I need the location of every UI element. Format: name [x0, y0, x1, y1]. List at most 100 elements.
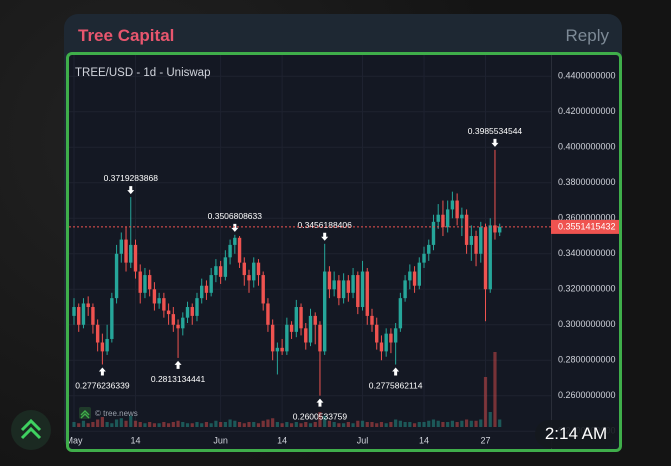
- volume-bar: [100, 417, 104, 427]
- volume-bar: [256, 423, 261, 427]
- volume-bar: [479, 419, 483, 427]
- volume-bar: [337, 423, 341, 427]
- candle-body: [422, 253, 426, 263]
- candle-body: [138, 271, 142, 293]
- candle-body: [209, 275, 213, 293]
- candle-body: [228, 244, 232, 258]
- y-tick-label: 0.2600000000: [558, 390, 616, 400]
- candle-body: [223, 257, 228, 277]
- low-label: 0.2775862114: [369, 381, 423, 391]
- candle-body: [498, 226, 502, 233]
- candle-body: [119, 239, 123, 254]
- candle-body: [195, 298, 199, 316]
- volume-bar: [162, 422, 166, 427]
- y-tick-label: 0.4000000000: [558, 142, 616, 152]
- candle-body: [270, 324, 275, 352]
- volume-bar: [299, 423, 303, 427]
- grid: [69, 55, 551, 432]
- volume-bar: [275, 422, 279, 427]
- x-tick-label: Jun: [213, 435, 228, 445]
- candle-body: [218, 266, 223, 277]
- x-tick-label: May: [69, 435, 83, 445]
- candle-body: [200, 285, 204, 299]
- volume-bar: [81, 420, 86, 427]
- volume-bar: [271, 418, 275, 427]
- volume-bar: [190, 423, 194, 427]
- high-label: 0.3456188406: [298, 220, 353, 230]
- volume-bar: [327, 420, 332, 427]
- candle-body: [289, 324, 294, 332]
- candle-body: [327, 271, 332, 290]
- y-tick-label: 0.2800000000: [558, 355, 616, 365]
- candle-body: [469, 236, 474, 245]
- volume-bar: [398, 420, 402, 427]
- x-tick-label: 14: [419, 435, 429, 445]
- scroll-icon: [20, 418, 42, 440]
- chart-title: TREE/USD - 1d - Uniswap: [75, 67, 210, 79]
- last-price-label: 0.3551415432: [558, 221, 616, 231]
- candle-body: [304, 328, 308, 343]
- volume-bar: [91, 422, 95, 427]
- candle-body: [431, 221, 436, 245]
- volume-bar: [460, 420, 464, 427]
- candle-body: [162, 298, 166, 311]
- candle-body: [233, 237, 237, 245]
- candle-body: [398, 298, 403, 329]
- candle-body: [129, 244, 133, 263]
- scroll-button[interactable]: [11, 410, 51, 450]
- volume-bar: [181, 422, 185, 427]
- candle-body: [427, 244, 431, 254]
- y-tick-label: 0.4200000000: [558, 106, 616, 116]
- candle-body: [464, 214, 469, 245]
- candle-body: [341, 280, 346, 299]
- candle-body: [280, 347, 284, 352]
- low-arrow: [392, 367, 400, 376]
- volume-bar: [450, 420, 454, 427]
- high-label: 0.3506808633: [208, 211, 263, 221]
- candle-body: [417, 262, 421, 286]
- reply-button[interactable]: Reply: [565, 26, 609, 45]
- candle-body: [479, 227, 483, 254]
- volume-bar: [441, 422, 445, 427]
- candle-body: [72, 307, 76, 316]
- volume-bar: [379, 422, 384, 427]
- volume-bar: [105, 422, 109, 427]
- last-price-tag: [551, 219, 619, 234]
- volume-bar: [138, 422, 142, 427]
- candle-body: [441, 214, 445, 228]
- sender-name[interactable]: Tree Capital: [78, 26, 175, 45]
- candle-body: [450, 200, 455, 210]
- volume-bar: [129, 415, 133, 427]
- volume-bar: [285, 422, 289, 427]
- chart-frame: TREE/USD - 1d - Uniswap © tree.news 0.44…: [66, 52, 622, 452]
- low-arrow: [98, 367, 106, 376]
- volume-bar: [403, 422, 407, 427]
- volume-bar: [422, 422, 426, 427]
- x-tick-label: 27: [481, 435, 491, 445]
- volume-bar: [219, 422, 223, 427]
- chart: TREE/USD - 1d - Uniswap © tree.news 0.44…: [69, 55, 619, 449]
- logo: [79, 407, 91, 419]
- volume-bar: [294, 422, 298, 427]
- candle-body: [294, 307, 299, 332]
- volume-bar: [289, 423, 294, 427]
- volume-bar: [233, 420, 237, 427]
- candle-body: [114, 253, 119, 299]
- low-label: 0.2600533759: [293, 412, 348, 422]
- volume-bar: [237, 422, 242, 427]
- x-tick-label: Jul: [357, 435, 369, 445]
- volume-bar: [370, 422, 374, 427]
- candle-body: [242, 262, 246, 276]
- volume-bar: [431, 419, 436, 427]
- volume-bar: [375, 423, 379, 427]
- volume-bar: [483, 377, 488, 427]
- volume-bar: [228, 419, 232, 427]
- candle-body: [256, 262, 261, 276]
- volume-bar: [209, 423, 213, 427]
- volume-bar: [280, 423, 284, 427]
- candle-body: [393, 328, 398, 343]
- candle-body: [370, 315, 374, 325]
- volume-bar: [469, 420, 473, 427]
- y-tick-label: 0.3600000000: [558, 213, 616, 223]
